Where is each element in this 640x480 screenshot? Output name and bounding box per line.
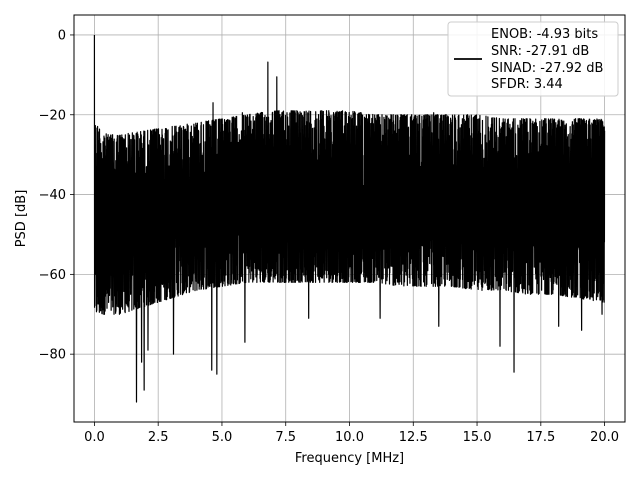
- legend-sinad: SINAD: -27.92 dB: [491, 61, 603, 76]
- series-layer: [93, 34, 606, 403]
- legend: ENOB: -4.93 bits SNR: -27.91 dB SINAD: -…: [447, 21, 619, 97]
- legend-box: [447, 21, 619, 97]
- ticks: 0.0 2.5 5.0 7.5 10.0 12.5 15.0 17.5 20.0 0 −20 −40 −…: [39, 28, 620, 445]
- x-tick-label: 2.5: [148, 430, 169, 445]
- x-tick-label: 20.0: [590, 430, 619, 445]
- x-tick-label: 5.0: [212, 430, 233, 445]
- psd-series-line: [93, 34, 606, 403]
- y-tick-label: 0: [58, 28, 66, 43]
- x-axis-label: Frequency [MHz]: [295, 451, 404, 466]
- y-tick-label: −20: [39, 108, 66, 123]
- x-tick-label: 17.5: [526, 430, 555, 445]
- y-tick-label: −60: [39, 268, 66, 283]
- x-tick-label: 10.0: [335, 430, 364, 445]
- x-tick-label: 0.0: [84, 430, 105, 445]
- y-axis-label: PSD [dB]: [14, 190, 29, 248]
- x-tick-label: 12.5: [399, 430, 428, 445]
- legend-enob: ENOB: -4.93 bits: [491, 27, 598, 42]
- legend-snr: SNR: -27.91 dB: [491, 44, 589, 59]
- legend-sfdr: SFDR: 3.44: [491, 77, 563, 92]
- x-tick-label: 15.0: [463, 430, 492, 445]
- y-tick-label: −80: [39, 348, 66, 363]
- y-tick-label: −40: [39, 188, 66, 203]
- x-tick-label: 7.5: [275, 430, 296, 445]
